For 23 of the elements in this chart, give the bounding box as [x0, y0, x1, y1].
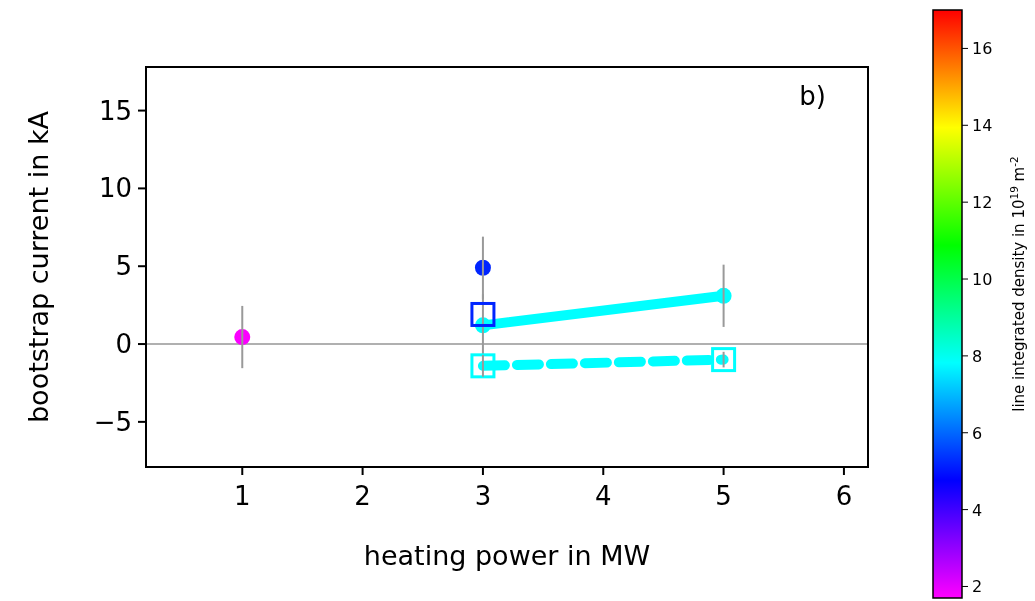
x-tick-label: 2 — [354, 481, 371, 511]
color-bar-label: 8 — [972, 346, 983, 366]
y-tick-label: 5 — [115, 251, 132, 282]
x-tick-label: 6 — [835, 481, 853, 511]
color-bar-label: 10 — [972, 270, 993, 290]
x-tick-label: 4 — [594, 481, 612, 511]
y-tick-label: 0 — [115, 329, 132, 360]
point — [470, 301, 496, 327]
color-bar-label: 14 — [972, 116, 993, 136]
annotation: b) — [799, 81, 826, 111]
y-tick-label: −5 — [93, 406, 132, 437]
y-tick-label: 15 — [98, 95, 132, 126]
color-bar-label: 12 — [972, 193, 993, 213]
x-axis-title: heating power in MW — [363, 540, 651, 571]
y-tick-label: 10 — [98, 173, 132, 204]
point — [711, 347, 737, 373]
x-tick-label: 3 — [474, 481, 492, 511]
x-tick-label: 5 — [715, 481, 732, 511]
x-tick-label: 1 — [233, 481, 251, 511]
color-bar-label: 2 — [972, 577, 983, 597]
color-bar-label: 6 — [972, 423, 983, 443]
color-bar-label: 16 — [972, 39, 993, 59]
y-axis-title: bootstrap current in kA — [23, 110, 54, 424]
